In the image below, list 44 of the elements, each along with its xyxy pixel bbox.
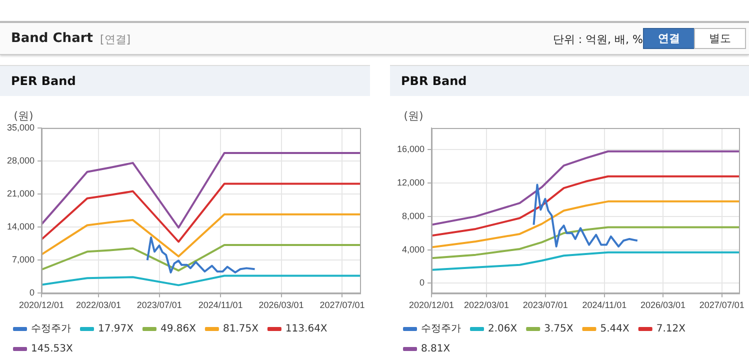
x-tick-label: 2026/03/01 — [258, 300, 304, 310]
text: [연결] — [100, 32, 131, 47]
y-tick-label: 12,000 — [396, 178, 425, 188]
y-tick-label: 16,000 — [396, 144, 425, 154]
legend-label: 수정주가 — [421, 324, 461, 335]
legend-label: 2.06X — [488, 324, 518, 335]
text: 연결 — [643, 28, 695, 49]
x-tick-label: 2024/11/01 — [582, 300, 627, 310]
legend-label: 3.75X — [544, 324, 574, 335]
y-tick-label: 14,000 — [6, 222, 35, 232]
y-tick-label: 4,000 — [402, 244, 425, 254]
chart-title: PBR Band — [390, 65, 749, 96]
x-tick-label: 2027/07/01 — [699, 300, 744, 310]
text: 별도 — [694, 28, 746, 49]
x-tick-label: 2020/12/01 — [409, 300, 454, 310]
text: Band Chart — [11, 31, 93, 46]
x-tick-label: 2023/07/01 — [522, 300, 568, 310]
chart-title: PER Band — [0, 65, 370, 96]
y-tick-label: 35,000 — [6, 122, 35, 132]
legend-label: 7.12X — [656, 324, 686, 335]
y-tick-label: 21,000 — [6, 188, 35, 199]
y-tick-label: 0 — [30, 288, 35, 298]
legend-label: 17.97X — [98, 324, 134, 335]
legend-label: 5.44X — [600, 324, 630, 335]
x-tick-label: 2022/03/01 — [464, 300, 510, 310]
text: 단위 : 억원, 배, % — [552, 32, 643, 47]
x-tick-label: 2020/12/01 — [19, 300, 64, 310]
legend-label: 81.75X — [222, 324, 259, 335]
y-axis-title: (원) — [404, 109, 424, 122]
x-tick-label: 2027/07/01 — [320, 300, 365, 310]
x-tick-label: 2022/03/01 — [76, 300, 121, 310]
legend-label: 수정주가 — [31, 324, 71, 335]
x-tick-label: 2023/07/01 — [136, 300, 182, 310]
y-tick-label: 0 — [420, 278, 425, 288]
legend-label: 113.64X — [285, 324, 328, 335]
legend-label: 49.86X — [160, 324, 196, 335]
y-tick-label: 8,000 — [402, 210, 425, 221]
x-tick-label: 2024/11/01 — [198, 300, 243, 310]
legend-label: 8.81X — [421, 344, 450, 355]
legend-label: 145.53X — [31, 344, 73, 355]
y-tick-label: 7,000 — [12, 254, 35, 265]
y-axis-title: (원) — [14, 109, 34, 122]
x-tick-label: 2026/03/01 — [640, 300, 686, 310]
y-tick-label: 28,000 — [6, 156, 35, 166]
